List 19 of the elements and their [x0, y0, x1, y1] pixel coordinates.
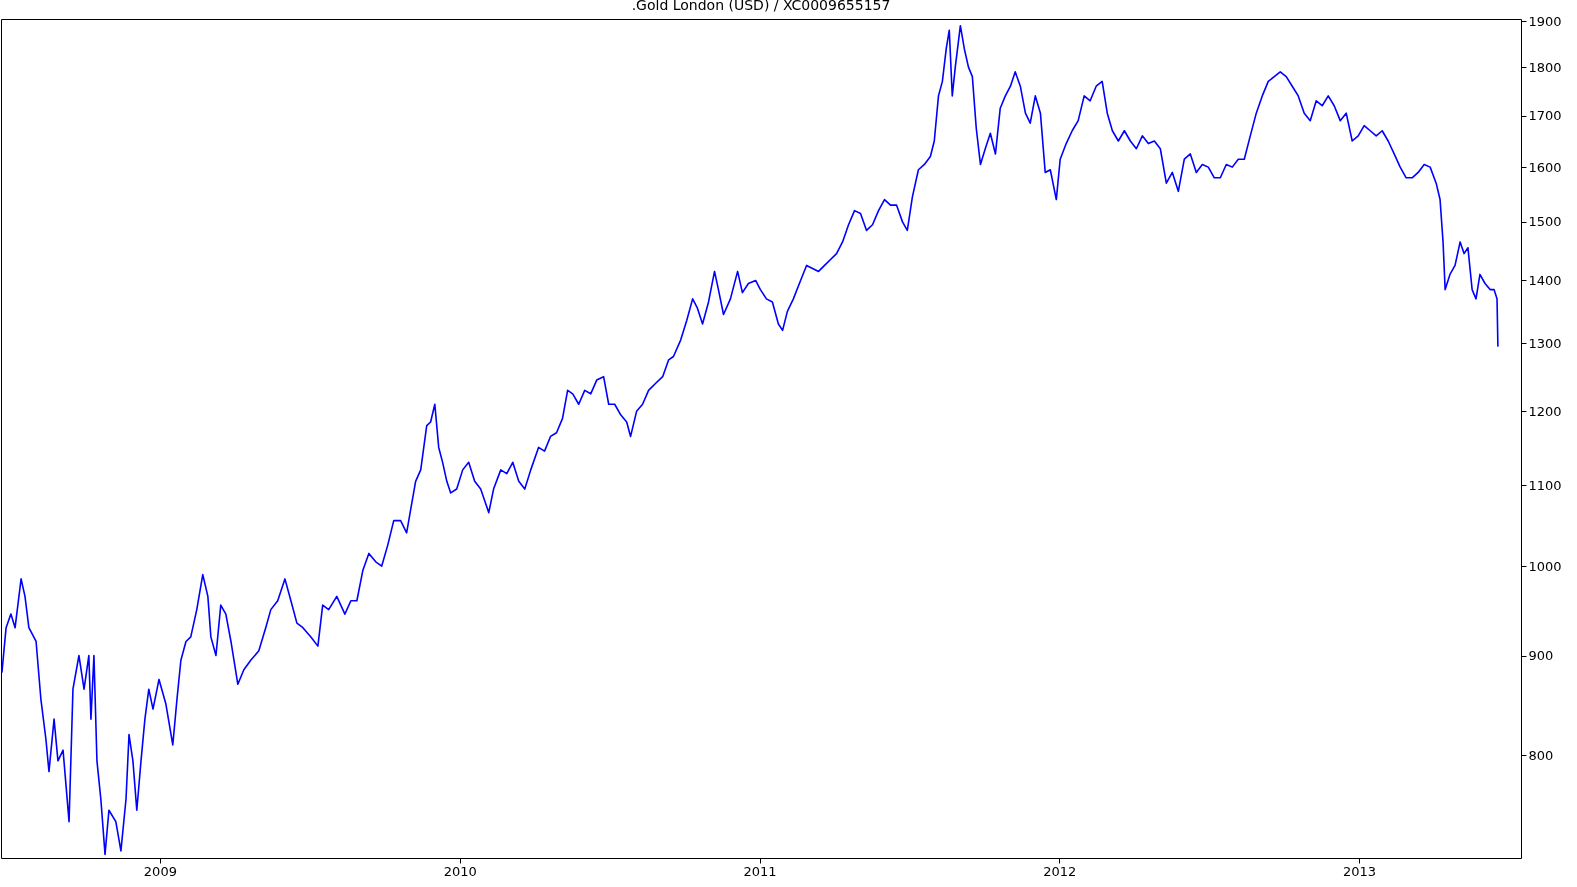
x-tick-label: 2010 — [443, 863, 477, 879]
y-tick-label: 1700 — [1528, 108, 1562, 124]
y-tick-label: 1200 — [1528, 403, 1562, 419]
x-tick-label: 2012 — [1043, 863, 1077, 879]
line-series — [1, 24, 1499, 856]
y-tick-label: 1100 — [1528, 477, 1562, 493]
y-tick-label: 1900 — [1528, 13, 1562, 29]
y-tick-label: 1000 — [1528, 558, 1562, 574]
y-tick-label: 1500 — [1528, 214, 1562, 230]
y-tick-label: 1300 — [1528, 335, 1562, 351]
y-tick-label: 1600 — [1528, 159, 1562, 175]
y-tick-label: 1800 — [1528, 59, 1562, 75]
y-tick-label: 1400 — [1528, 272, 1562, 288]
x-tick-label: 2009 — [143, 863, 177, 879]
x-tick-label: 2011 — [743, 863, 777, 879]
y-tick-label: 900 — [1528, 648, 1554, 664]
x-tick-label: 2013 — [1343, 863, 1377, 879]
y-tick-label: 800 — [1528, 747, 1554, 763]
chart-title: .Gold London (USD) / XC0009655157 — [631, 0, 891, 14]
